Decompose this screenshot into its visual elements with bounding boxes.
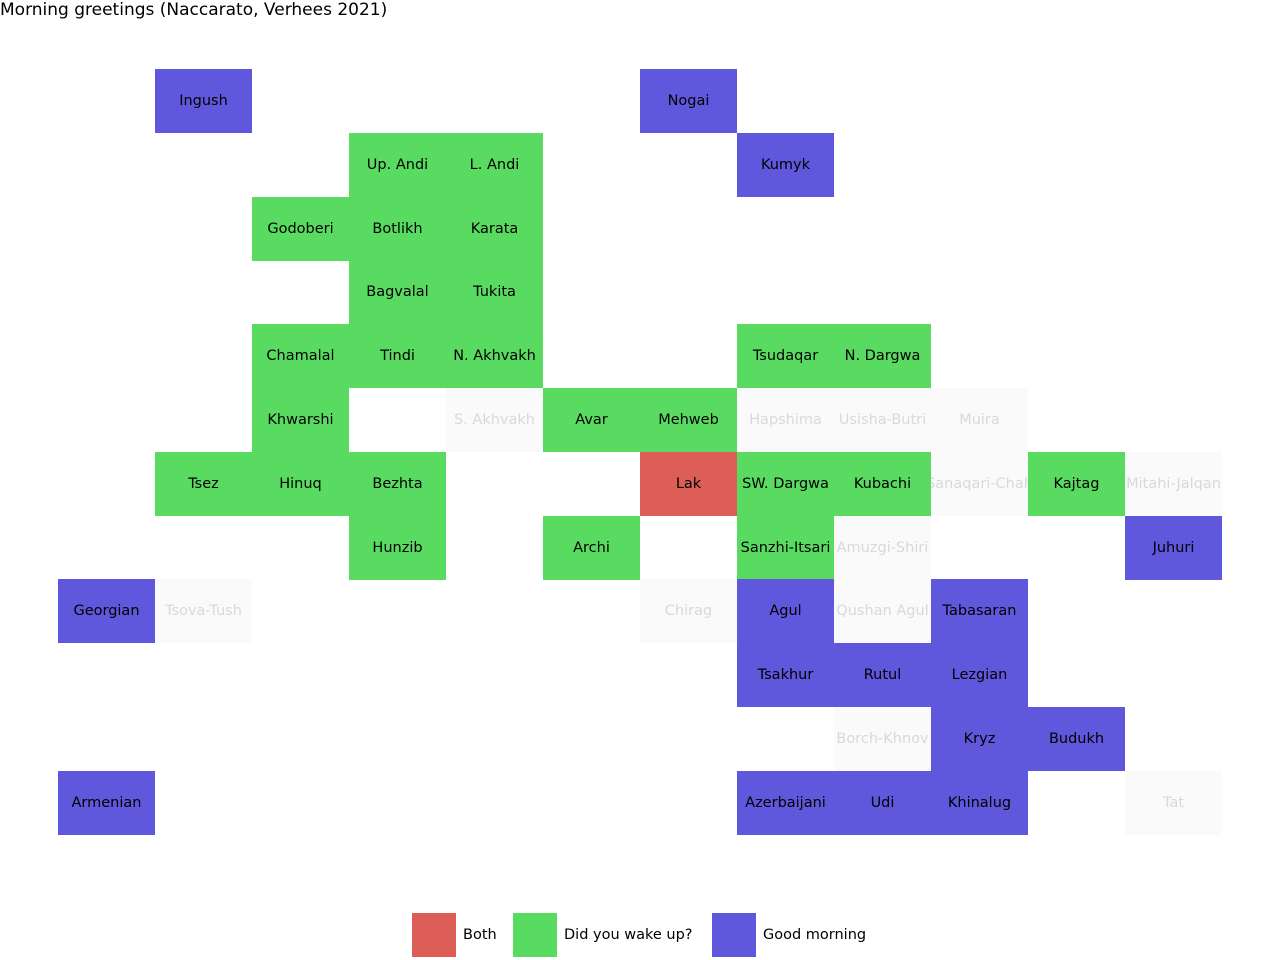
legend-item-good: Good morning [712, 913, 866, 957]
tile-tsudaqar: Tsudaqar [737, 324, 834, 389]
legend-item-wake: Did you wake up? [513, 913, 693, 957]
tile-tukita: Tukita [446, 260, 543, 325]
tile-borch-khnov: Borch-Khnov [834, 707, 931, 771]
tile-lezgian: Lezgian [931, 643, 1028, 708]
tile-muira: Muira [931, 388, 1028, 452]
tile-agul: Agul [737, 579, 834, 644]
tile-bagvalal: Bagvalal [349, 260, 446, 325]
legend-swatch-good [712, 913, 756, 957]
legend-swatch-both [412, 913, 456, 957]
tile-archi: Archi [543, 515, 640, 580]
tile-qushan-agul: Qushan Agul [834, 579, 931, 644]
tile-chamalal: Chamalal [252, 324, 349, 389]
tile-juhuri: Juhuri [1125, 515, 1222, 580]
tile-kryz: Kryz [931, 707, 1028, 771]
tile-s-akhvakh: S. Akhvakh [446, 388, 543, 452]
legend-swatch-wake [513, 913, 557, 957]
tile-khwarshi: Khwarshi [252, 388, 349, 452]
tile-n-dargwa: N. Dargwa [834, 324, 931, 389]
tile-rutul: Rutul [834, 643, 931, 708]
tile-n-akhvakh: N. Akhvakh [446, 324, 543, 389]
legend-label-good: Good morning [763, 927, 867, 943]
tile-azerbaijani: Azerbaijani [737, 770, 834, 835]
tile-lak: Lak [640, 451, 737, 516]
tile-budukh: Budukh [1028, 707, 1125, 771]
tile-tsova-tush: Tsova-Tush [155, 579, 252, 644]
tile-l-andi: L. Andi [446, 132, 543, 197]
tile-mehweb: Mehweb [640, 388, 737, 452]
legend-label-wake: Did you wake up? [564, 927, 693, 943]
tile-amuzgi-shiri: Amuzgi-Shiri [834, 515, 931, 580]
tile-usisha-butri: Usisha-Butri [834, 388, 931, 452]
chart-title: Morning greetings (Naccarato, Verhees 20… [0, 0, 388, 20]
tile-up-andi: Up. Andi [349, 132, 446, 197]
tile-avar: Avar [543, 388, 640, 452]
tile-kubachi: Kubachi [834, 451, 931, 516]
tile-hinuq: Hinuq [252, 451, 349, 516]
tile-kajtag: Kajtag [1028, 451, 1125, 516]
tile-georgian: Georgian [58, 579, 155, 644]
tile-armenian: Armenian [58, 770, 155, 835]
tile-tindi: Tindi [349, 324, 446, 389]
tile-chirag: Chirag [640, 579, 737, 644]
tile-nogai: Nogai [640, 69, 737, 133]
tile-mitahi-jalqan: Mitahi-Jalqan [1125, 451, 1222, 516]
tile-godoberi: Godoberi [252, 196, 349, 261]
tile-tsakhur: Tsakhur [737, 643, 834, 708]
tile-bezhta: Bezhta [349, 451, 446, 516]
tile-tsez: Tsez [155, 451, 252, 516]
tile-tat: Tat [1125, 770, 1222, 835]
tile-hunzib: Hunzib [349, 515, 446, 580]
legend: Both Did you wake up? Good morning [0, 913, 1280, 957]
legend-label-both: Both [463, 927, 497, 943]
tile-sw-dargwa: SW. Dargwa [737, 451, 834, 516]
tile-karata: Karata [446, 196, 543, 261]
tile-kumyk: Kumyk [737, 132, 834, 197]
tile-hapshima: Hapshima [737, 388, 834, 452]
tile-khinalug: Khinalug [931, 770, 1028, 835]
tile-sanaqari-chah: Sanaqari-Chah [931, 451, 1028, 516]
tile-ingush: Ingush [155, 69, 252, 133]
legend-item-both: Both [412, 913, 497, 957]
tile-udi: Udi [834, 770, 931, 835]
tile-sanzhi-itsari: Sanzhi-Itsari [737, 515, 834, 580]
tile-tabasaran: Tabasaran [931, 579, 1028, 644]
tile-botlikh: Botlikh [349, 196, 446, 261]
